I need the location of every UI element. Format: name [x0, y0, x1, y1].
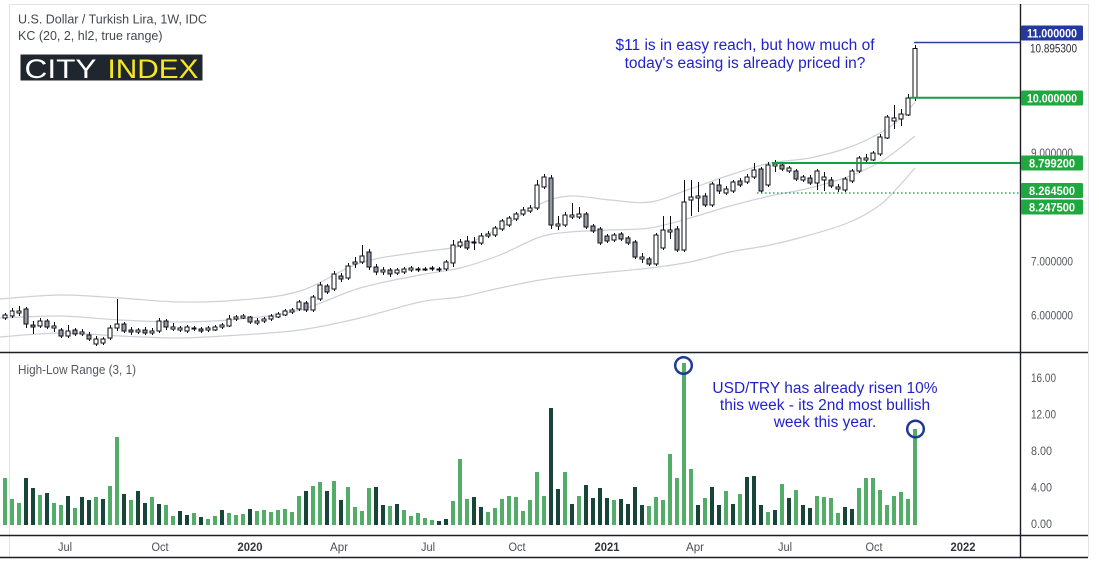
svg-text:Oct: Oct: [509, 542, 527, 554]
svg-text:U.S. Dollar / Turkish Lira, 1W: U.S. Dollar / Turkish Lira, 1W, IDC: [18, 13, 207, 27]
svg-text:11.000000: 11.000000: [1027, 27, 1077, 41]
svg-text:12.00: 12.00: [1031, 410, 1056, 422]
svg-text:8.247500: 8.247500: [1029, 201, 1075, 215]
svg-text:0.00: 0.00: [1031, 519, 1052, 531]
svg-text:Oct: Oct: [866, 542, 884, 554]
svg-text:2020: 2020: [238, 542, 263, 554]
svg-text:16.00: 16.00: [1031, 373, 1056, 385]
svg-text:4.00: 4.00: [1031, 483, 1052, 495]
svg-text:KC (20, 2, hl2, true range): KC (20, 2, hl2, true range): [18, 29, 163, 43]
svg-text:this week - its 2nd most bulli: this week - its 2nd most bullish: [720, 397, 930, 414]
svg-text:High-Low Range (3, 1): High-Low Range (3, 1): [18, 363, 136, 377]
svg-text:8.00: 8.00: [1031, 446, 1052, 458]
svg-text:7.000000: 7.000000: [1031, 255, 1073, 269]
svg-text:week this year.: week this year.: [773, 414, 877, 431]
svg-text:10.895300: 10.895300: [1030, 42, 1077, 56]
svg-text:CITY: CITY: [25, 54, 97, 84]
svg-text:Jul: Jul: [778, 542, 792, 554]
svg-text:Jul: Jul: [58, 542, 72, 554]
svg-text:2022: 2022: [951, 542, 976, 554]
svg-text:Apr: Apr: [686, 542, 704, 554]
svg-text:INDEX: INDEX: [108, 54, 199, 84]
svg-text:$11 is in easy reach, but how: $11 is in easy reach, but how much of: [615, 37, 875, 54]
svg-text:Oct: Oct: [152, 542, 170, 554]
svg-text:Apr: Apr: [330, 542, 348, 554]
svg-text:2021: 2021: [595, 542, 621, 554]
svg-text:Jul: Jul: [421, 542, 435, 554]
svg-text:10.000000: 10.000000: [1027, 92, 1077, 106]
svg-text:8.799200: 8.799200: [1029, 157, 1075, 171]
svg-text:today's easing is already pric: today's easing is already priced in?: [625, 55, 866, 72]
svg-text:8.264500: 8.264500: [1029, 184, 1075, 198]
svg-text:6.000000: 6.000000: [1031, 309, 1073, 323]
svg-text:USD/TRY has already risen 10%: USD/TRY has already risen 10%: [712, 380, 937, 397]
